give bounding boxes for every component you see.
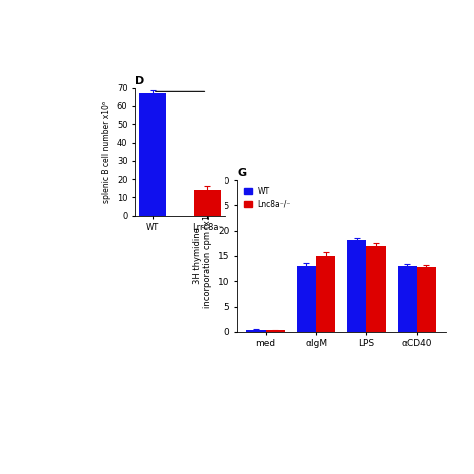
- Bar: [366, 246, 386, 332]
- Bar: [297, 266, 316, 332]
- Bar: [417, 267, 436, 332]
- Legend: WT, Lnc8a⁻/⁻: WT, Lnc8a⁻/⁻: [241, 184, 294, 212]
- Bar: [316, 256, 335, 332]
- Bar: [265, 330, 285, 332]
- Text: G: G: [237, 168, 246, 178]
- Bar: [398, 266, 417, 332]
- Y-axis label: 3H thymidine
incorporation cpm (x10³): 3H thymidine incorporation cpm (x10³): [193, 203, 212, 309]
- Y-axis label: splenic B cell number x10⁶: splenic B cell number x10⁶: [102, 100, 111, 203]
- Bar: [347, 240, 366, 332]
- Text: D: D: [135, 75, 145, 85]
- Bar: [194, 190, 221, 216]
- Bar: [246, 330, 265, 332]
- Bar: [139, 93, 166, 216]
